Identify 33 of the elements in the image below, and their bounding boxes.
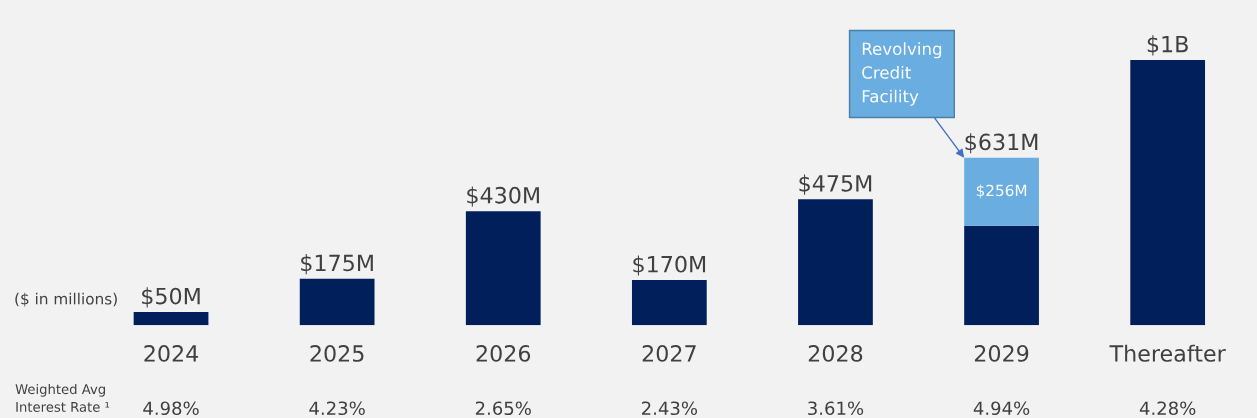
x-tick-label: 2026 (476, 345, 531, 362)
total-label: $175M (301, 254, 373, 275)
bar (1130, 59, 1206, 326)
x-tick-label: Thereafter (1109, 344, 1226, 362)
total-label: $430M (467, 186, 539, 207)
total-label: $170M (633, 255, 706, 276)
x-tick-label: 2027 (642, 345, 696, 362)
bar (798, 199, 873, 326)
text: Weighted Avg Interest Rate ¹ (15, 383, 110, 412)
annotation: Revolving Credit Facility (862, 42, 942, 106)
total-label: $475M (799, 174, 872, 195)
x-tick-label: 2029 (974, 345, 1029, 362)
text: 2.65% (475, 401, 531, 416)
total-label: $631M (965, 133, 1038, 154)
x-tick-label: 2024 (144, 345, 199, 362)
annotation: ($ in millions) (15, 292, 117, 307)
text: 2.43% (642, 401, 698, 416)
x-tick-label: 2028 (808, 345, 863, 362)
bar (964, 225, 1039, 326)
bar (133, 311, 209, 326)
x-tick-label: 2025 (310, 345, 364, 362)
bar (465, 211, 541, 326)
text: 4.94% (973, 401, 1030, 416)
total-label: $1B (1147, 35, 1188, 56)
total-label: $50M (142, 287, 200, 308)
bar (631, 280, 707, 326)
text: 4.98% (143, 401, 199, 416)
text: 4.23% (309, 401, 365, 416)
data-label: $256M (976, 184, 1027, 199)
bar (964, 157, 1039, 226)
text: 4.28% (1139, 401, 1196, 416)
text: 3.61% (808, 401, 864, 416)
bar (299, 278, 375, 326)
